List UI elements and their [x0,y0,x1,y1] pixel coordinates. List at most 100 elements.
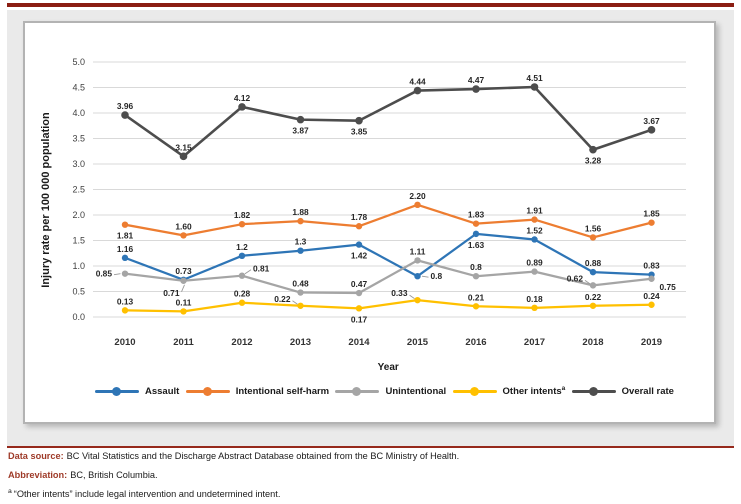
label-leader [244,269,252,275]
data-label-overall-rate: 3.67 [643,116,660,126]
data-point-overall-rate [179,152,188,161]
data-label-overall-rate: 4.47 [468,75,485,85]
legend-marker-assault [95,386,139,396]
y-tick-label: 2.5 [72,185,85,195]
x-axis-title: Year [378,362,399,373]
data-label-other-intents: 0.22 [274,294,291,304]
y-tick-label: 0.5 [72,287,85,297]
data-label-unintentional: 0.85 [96,269,113,279]
data-label-overall-rate: 3.28 [585,156,602,166]
x-tick-label: 2019 [641,337,662,348]
legend-label-intentional-self-harm: Intentional self-harm [235,385,330,397]
legend-dot-icon [202,386,212,396]
legend-marker-intentional-self-harm [185,386,230,396]
data-label-assault: 1.3 [295,237,307,247]
data-label-assault: 1.63 [468,240,485,250]
label-leader [409,294,415,300]
data-point-unintentional [180,277,187,284]
data-label-assault: 0.83 [643,261,660,271]
data-point-unintentional [238,272,246,279]
label-leader [113,273,121,276]
label-leader [181,284,185,292]
data-label-intentional-self-harm: 1.82 [234,210,251,220]
data-point-assault [121,254,129,262]
data-point-assault [238,252,246,259]
label-leader [421,275,429,278]
x-tick-label: 2010 [114,337,135,348]
data-point-unintentional [648,275,655,282]
series-line-unintentional [123,259,653,295]
data-point-overall-rate [238,103,246,111]
data-point-unintentional [589,282,597,289]
data-label-overall-rate: 3.87 [292,126,309,136]
data-label-unintentional: 0.8 [470,262,482,272]
data-label-other-intents: 0.24 [643,291,660,301]
x-tick-label: 2015 [407,337,429,348]
series-line-intentional-self-harm [123,203,653,239]
y-tick-label: 0.0 [72,312,85,322]
data-point-overall-rate [472,85,480,93]
legend-dot-icon [112,386,121,396]
data-point-other-intents [414,296,421,304]
legend-marker-other-intents [452,386,497,396]
data-label-assault: 1.2 [236,242,248,252]
x-tick-label: 2014 [348,337,370,348]
data-point-overall-rate [589,145,597,154]
data-label-other-intents: 0.17 [351,314,368,324]
data-label-assault: 0.73 [175,266,192,276]
y-axis-title: Injury rate per 100 000 population [40,112,52,288]
y-tick-label: 3.0 [72,159,85,169]
data-label-overall-rate: 4.51 [526,73,543,83]
data-label-intentional-self-harm: 1.78 [351,212,368,222]
data-point-other-intents [238,299,246,306]
data-label-overall-rate: 4.44 [409,77,426,87]
data-point-unintentional [355,289,363,297]
data-point-unintentional [414,257,421,264]
data-point-assault [531,236,538,243]
data-label-unintentional: 0.71 [163,288,180,298]
data-point-other-intents [589,302,597,309]
data-point-assault [472,230,480,238]
data-label-assault: 0.88 [585,258,602,268]
x-tick-label: 2013 [290,337,311,348]
data-label-intentional-self-harm: 1.56 [585,223,602,233]
y-tick-label: 1.0 [72,261,85,271]
data-label-overall-rate: 3.15 [175,142,192,152]
data-label-assault: 1.52 [526,225,543,235]
series-line-overall-rate [123,85,653,158]
data-point-assault [297,247,304,254]
legend-item-assault: Assault [95,386,179,397]
data-label-unintentional: 0.75 [660,282,677,292]
data-point-other-intents [355,305,363,312]
footnote-marker: a [8,488,12,495]
bottom-accent-rule [7,446,734,448]
data-label-intentional-self-harm: 1.85 [643,209,660,219]
data-point-unintentional [472,273,480,280]
data-point-intentional-self-harm [648,219,655,226]
data-point-unintentional [297,289,304,296]
data-point-intentional-self-harm [238,220,246,228]
data-label-intentional-self-harm: 1.60 [175,221,192,231]
data-point-overall-rate [413,86,422,95]
legend-label-overall-rate: Overall rate [621,385,674,397]
data-label-assault: 1.42 [351,251,368,261]
y-tick-label: 4.5 [72,83,85,93]
data-label-unintentional: 1.11 [410,246,426,256]
data-label-unintentional: 0.47 [351,279,368,289]
y-tick-label: 3.5 [72,134,85,144]
data-point-overall-rate [530,83,539,91]
series-line-other-intents [123,299,653,313]
data-label-other-intents: 0.11 [176,297,192,307]
data-source-label: Data source: [8,451,64,461]
legend-item-overall-rate: Overall rate [571,385,674,397]
legend-label-other-intents: Other intentsa [502,384,566,398]
data-label-other-intents: 0.18 [526,294,543,304]
data-point-other-intents [472,303,480,310]
data-point-other-intents [180,308,187,315]
data-point-intentional-self-harm [121,221,129,228]
top-accent-rule [7,3,734,7]
data-point-intentional-self-harm [355,223,363,230]
abbreviation-note: Abbreviation: BC, British Columbia. [8,470,158,480]
data-label-intentional-self-harm: 1.81 [117,231,134,241]
footnote-text: “Other intents” include legal interventi… [13,489,281,500]
